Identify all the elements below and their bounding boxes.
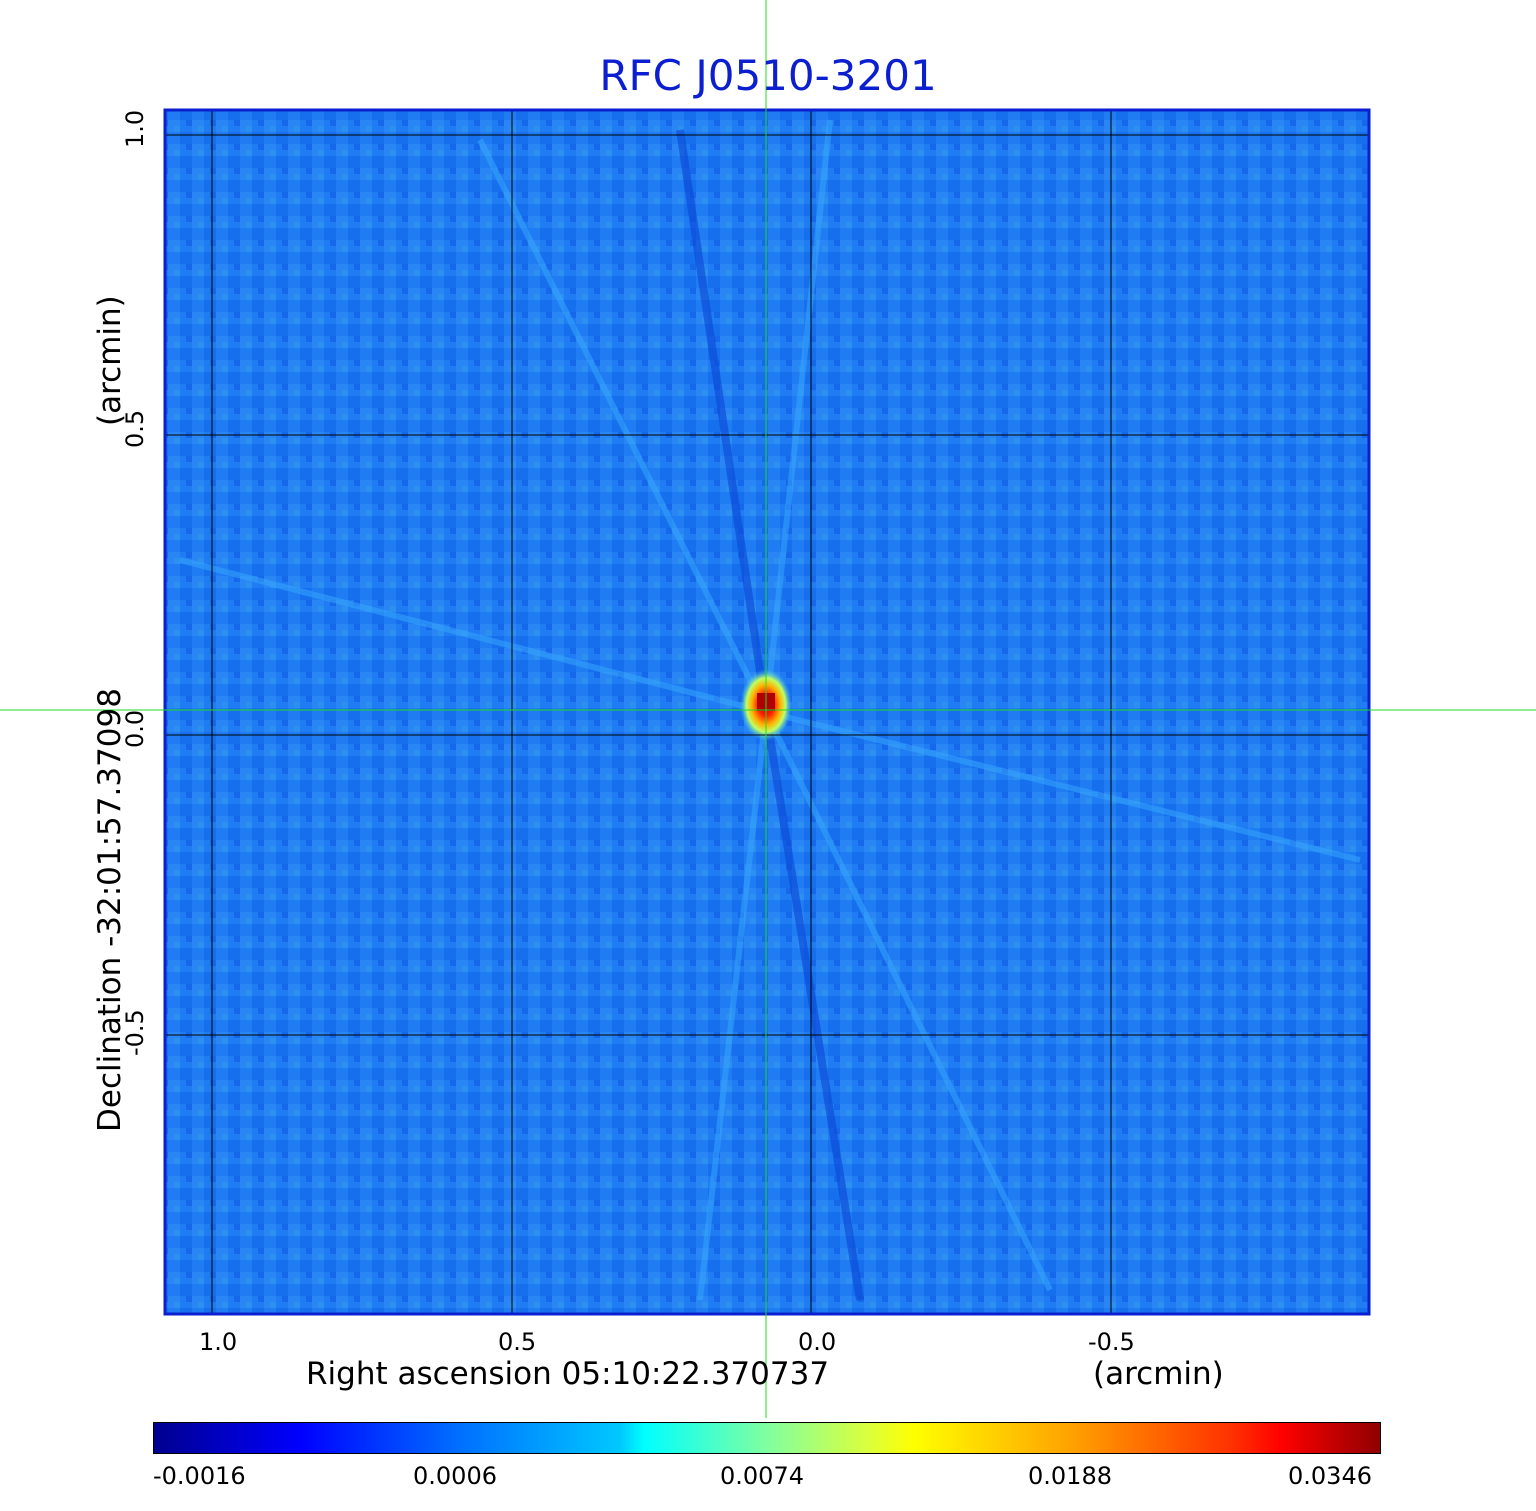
x-tick-label: 0.0 xyxy=(798,1328,837,1356)
sidelobe-streaks xyxy=(179,119,1361,1301)
y-tick-label: 1.0 xyxy=(121,109,149,148)
x-tick-label: 0.5 xyxy=(498,1328,537,1356)
colorbar-tick-label: 0.0188 xyxy=(1028,1462,1112,1490)
colorbar-tick-label: 0.0006 xyxy=(413,1462,497,1490)
colorbar xyxy=(153,1422,1381,1454)
colorbar-tick-label: 0.0346 xyxy=(1288,1462,1372,1490)
x-tick-label: 1.0 xyxy=(199,1328,238,1356)
map-frame xyxy=(163,108,1371,1316)
crosshair xyxy=(0,0,1536,1418)
x-axis-label: Right ascension 05:10:22.370737 xyxy=(306,1356,830,1392)
colorbar-tick-label: 0.0074 xyxy=(720,1462,804,1490)
coordinate-grid xyxy=(165,110,1369,1314)
colorbar-tick-label: -0.0016 xyxy=(153,1462,246,1490)
x-axis-unit: (arcmin) xyxy=(1093,1356,1224,1392)
y-axis-label: Declination -32:01:57.37098 xyxy=(92,688,128,1132)
plot-title: RFC J0510-3201 xyxy=(599,51,937,100)
sidelobe-dark xyxy=(676,129,864,1301)
x-tick-label: -0.5 xyxy=(1088,1328,1135,1356)
y-axis-unit: (arcmin) xyxy=(92,295,128,426)
